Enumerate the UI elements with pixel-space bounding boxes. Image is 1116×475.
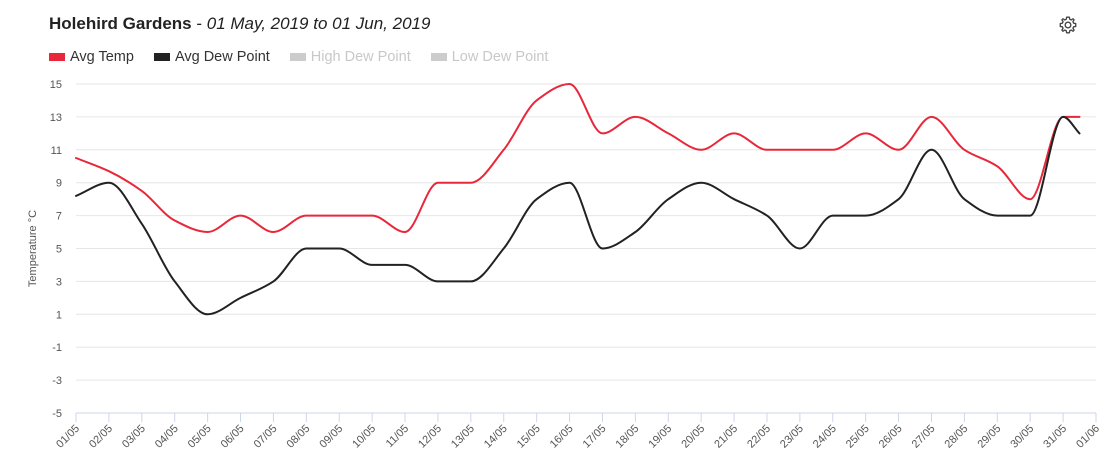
y-tick-label: 15 [50,79,62,91]
avg-temp-line [75,83,1081,233]
legend-item-avg-temp[interactable]: Avg Temp [49,48,134,66]
x-tick-label: 16/05 [548,423,576,451]
y-tick-label: 5 [56,244,62,256]
legend-swatch [289,53,306,61]
x-tick-label: 10/05 [350,423,378,451]
x-tick-label: 31/05 [1041,423,1069,451]
x-tick-label: 07/05 [252,423,280,451]
y-tick-label: 1 [56,309,62,321]
x-tick-label: 01/05 [54,423,82,451]
date-range: 01 May, 2019 to 01 Jun, 2019 [206,14,431,33]
x-tick-label: 05/05 [186,423,214,451]
x-tick-label: 04/05 [153,423,181,451]
x-tick-label: 24/05 [811,423,839,451]
x-tick-label: 23/05 [778,423,806,451]
avg-dew-point-line [75,115,1081,316]
x-tick-label: 25/05 [844,423,872,451]
header-separator: - [191,14,207,33]
y-tick-label: 3 [56,276,62,288]
legend-swatch [153,53,170,61]
x-tick-label: 11/05 [384,423,411,450]
x-tick-label: 28/05 [943,423,971,451]
y-tick-label: 13 [50,112,62,124]
x-tick-label: 01/06 [1074,423,1102,451]
legend-item-low-dew-point[interactable]: Low Dew Point [430,48,549,66]
x-tick-label: 13/05 [449,423,477,451]
legend-label: Avg Dew Point [174,49,270,65]
legend-label: Avg Temp [70,49,134,65]
chart-legend: Avg Temp Avg Dew Point High Dew Point Lo… [49,48,548,66]
x-tick-label: 08/05 [284,423,312,451]
gear-icon[interactable] [1058,15,1078,35]
x-tick-label: 21/05 [712,423,740,451]
y-tick-label: 9 [56,178,62,190]
y-tick-label: 7 [56,211,62,223]
y-tick-label: -5 [52,408,62,420]
x-tick-label: 29/05 [975,423,1003,451]
x-tick-label: 09/05 [317,423,345,451]
x-tick-label: 14/05 [482,423,510,451]
y-tick-label: -1 [52,342,62,354]
legend-swatch [430,53,447,61]
x-tick-label: 27/05 [910,423,938,451]
legend-label: High Dew Point [310,49,411,65]
x-tick-label: 22/05 [745,423,773,451]
y-axis-title: Temperature °C [27,210,39,287]
x-tick-label: 12/05 [416,423,444,451]
y-tick-label: -3 [52,375,62,387]
x-tick-label: 30/05 [1008,423,1036,451]
x-tick-label: 26/05 [877,423,905,451]
x-tick-label: 18/05 [614,423,642,451]
x-tick-label: 06/05 [219,423,247,451]
legend-swatch [49,53,65,61]
x-tick-label: 20/05 [679,423,707,451]
chart-header: Holehird Gardens - 01 May, 2019 to 01 Ju… [49,14,430,38]
x-tick-label: 15/05 [515,423,543,451]
x-tick-label: 02/05 [87,423,115,451]
x-tick-label: 17/05 [581,423,609,451]
location-name: Holehird Gardens [49,14,192,33]
x-tick-label: 03/05 [120,423,148,451]
legend-item-avg-dew-point[interactable]: Avg Dew Point [153,48,270,66]
x-tick-label: 19/05 [646,423,674,451]
legend-label: Low Dew Point [451,49,549,65]
y-tick-label: 11 [51,145,62,157]
legend-item-high-dew-point[interactable]: High Dew Point [289,48,411,66]
